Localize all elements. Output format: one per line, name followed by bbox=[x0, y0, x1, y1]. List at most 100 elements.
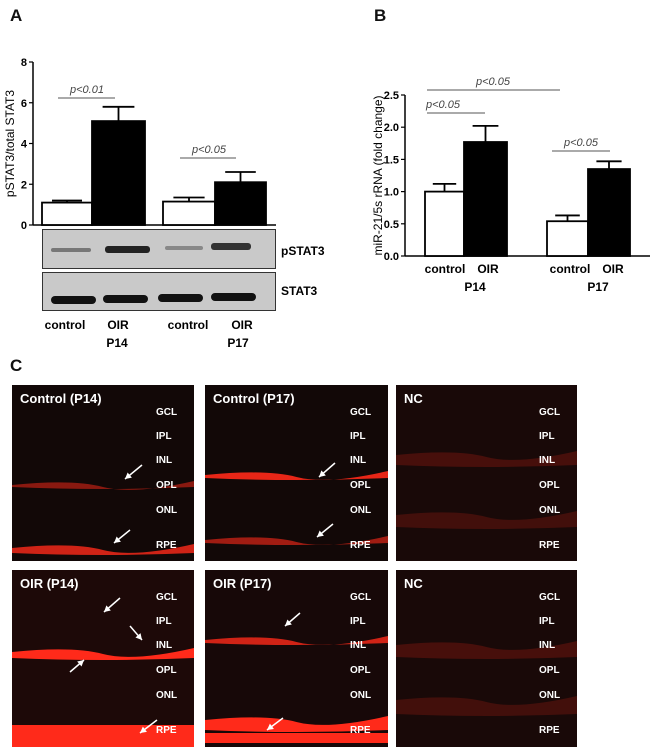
micrograph-title: Control (P17) bbox=[213, 391, 295, 406]
blot-label-stat3: STAT3 bbox=[281, 284, 318, 298]
x-category-label: control bbox=[550, 262, 591, 276]
arrow-icon bbox=[103, 597, 121, 613]
layer-label-opl: OPL bbox=[156, 665, 177, 676]
layer-label-onl: ONL bbox=[539, 690, 561, 701]
p-value-annotation: p<0.05 bbox=[475, 76, 511, 88]
y-tick-label: 8 bbox=[21, 57, 27, 69]
layer-label-inl: INL bbox=[156, 455, 173, 466]
bar-control-p14 bbox=[41, 201, 93, 226]
y-tick-label: 4 bbox=[21, 139, 28, 151]
layer-label-ipl: IPL bbox=[156, 616, 172, 627]
layer-label-opl: OPL bbox=[350, 665, 371, 676]
y-tick-label: 2 bbox=[21, 179, 27, 191]
micrograph-oir-p14: OIR (P14) GCL IPL INL OPL ONL RPE bbox=[12, 570, 194, 747]
layer-label-opl: OPL bbox=[539, 665, 560, 676]
stain-band bbox=[396, 696, 577, 716]
x-category-label: OIR bbox=[477, 262, 499, 276]
p-value-annotation: p<0.01 bbox=[69, 84, 104, 96]
x-group-label: P17 bbox=[227, 336, 249, 350]
stain-band bbox=[205, 536, 388, 545]
arrow-icon bbox=[69, 659, 85, 673]
stain-band bbox=[396, 511, 577, 529]
layer-label-rpe: RPE bbox=[350, 725, 371, 736]
stain-band bbox=[205, 636, 388, 645]
bar-control-p17 bbox=[546, 220, 589, 257]
layer-label-gcl: GCL bbox=[350, 592, 372, 603]
x-category-label: OIR bbox=[107, 318, 129, 332]
x-category-label: control bbox=[45, 318, 86, 332]
x-category-label: OIR bbox=[602, 262, 624, 276]
panel-label-c: C bbox=[10, 356, 23, 375]
layer-label-gcl: GCL bbox=[156, 407, 178, 418]
p-value-annotation: p<0.05 bbox=[425, 99, 461, 111]
x-group-label: P17 bbox=[587, 280, 609, 294]
layer-label-rpe: RPE bbox=[539, 540, 560, 551]
layer-label-onl: ONL bbox=[350, 505, 372, 516]
x-category-label: OIR bbox=[231, 318, 253, 332]
stain-image bbox=[12, 570, 194, 747]
layer-label-opl: OPL bbox=[539, 480, 560, 491]
y-tick-label: 2.5 bbox=[384, 90, 399, 102]
stain-band bbox=[12, 648, 194, 660]
micrograph-title: OIR (P17) bbox=[213, 576, 272, 591]
x-group-label: P14 bbox=[464, 280, 486, 294]
stain-band bbox=[396, 641, 577, 659]
layer-label-inl: INL bbox=[350, 455, 367, 466]
stain-band bbox=[205, 471, 388, 480]
layer-label-inl: INL bbox=[539, 455, 556, 466]
micrograph-oir-p17: OIR (P17) GCL IPL INL OPL ONL RPE bbox=[205, 570, 388, 747]
layer-label-rpe: RPE bbox=[350, 540, 371, 551]
layer-label-ipl: IPL bbox=[539, 431, 555, 442]
layer-label-rpe: RPE bbox=[156, 725, 177, 736]
arrow-icon bbox=[113, 529, 131, 544]
layer-label-opl: OPL bbox=[350, 480, 371, 491]
x-category-label: control bbox=[425, 262, 466, 276]
arrow-icon bbox=[284, 612, 301, 627]
bar-oir-p17 bbox=[587, 168, 631, 257]
stain-image bbox=[396, 570, 577, 747]
stain-band bbox=[205, 716, 388, 732]
layer-label-ipl: IPL bbox=[350, 431, 366, 442]
micrograph-title: NC bbox=[404, 576, 423, 591]
micrograph-title: OIR (P14) bbox=[20, 576, 79, 591]
arrow-icon bbox=[124, 464, 143, 480]
blot-label-pstat3: pSTAT3 bbox=[281, 244, 325, 258]
x-category-label: control bbox=[168, 318, 209, 332]
layer-label-gcl: GCL bbox=[156, 592, 178, 603]
layer-label-onl: ONL bbox=[350, 690, 372, 701]
micrograph-control-p17: Control (P17) GCL IPL INL OPL ONL RPE bbox=[205, 385, 388, 561]
layer-label-rpe: RPE bbox=[539, 725, 560, 736]
y-tick-label: 0.5 bbox=[384, 219, 399, 231]
bar-oir-p14 bbox=[91, 120, 146, 226]
layer-label-gcl: GCL bbox=[350, 407, 372, 418]
stain-band bbox=[12, 544, 194, 555]
arrow-icon bbox=[139, 719, 158, 734]
micrograph-control-p14: Control (P14) GCL IPL INL OPL ONL RPE bbox=[12, 385, 194, 561]
stain-band bbox=[396, 451, 577, 467]
micrograph-nc: NC GCL IPL INL OPL ONL RPE bbox=[396, 385, 577, 561]
arrow-icon bbox=[129, 625, 143, 641]
layer-label-inl: INL bbox=[539, 640, 556, 651]
layer-label-opl: OPL bbox=[156, 480, 177, 491]
micrograph-title: Control (P14) bbox=[20, 391, 102, 406]
bar-control-p17 bbox=[162, 200, 216, 226]
layer-label-gcl: GCL bbox=[539, 592, 561, 603]
y-tick-label: 0 bbox=[21, 220, 27, 232]
arrow-icon bbox=[266, 717, 284, 731]
stain-band bbox=[12, 481, 194, 490]
y-tick-label: 6 bbox=[21, 98, 27, 110]
stain-image bbox=[205, 462, 388, 545]
panel-label-b: B bbox=[374, 6, 387, 25]
layer-label-rpe: RPE bbox=[156, 540, 177, 551]
arrow-icon bbox=[318, 462, 336, 478]
y-tick-label: 1.0 bbox=[384, 187, 399, 199]
blot-pstat3 bbox=[42, 229, 276, 269]
y-tick-label: 2.0 bbox=[384, 122, 399, 134]
micrograph-nc: NC GCL IPL INL OPL ONL RPE bbox=[396, 570, 577, 747]
layer-label-onl: ONL bbox=[156, 505, 178, 516]
layer-label-gcl: GCL bbox=[539, 407, 561, 418]
arrow-icon bbox=[316, 523, 334, 538]
layer-label-ipl: IPL bbox=[156, 431, 172, 442]
